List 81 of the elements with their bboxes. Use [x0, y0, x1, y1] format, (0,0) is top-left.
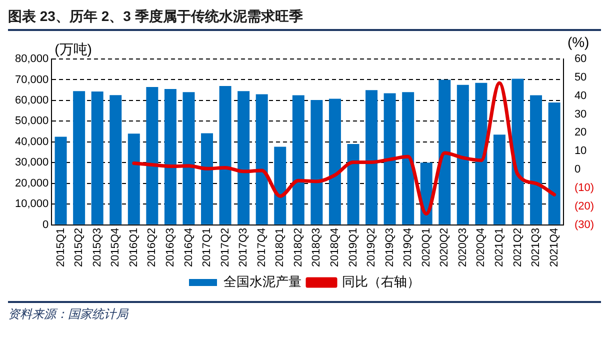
- bar: [110, 95, 122, 224]
- bar: [530, 95, 542, 224]
- bar: [182, 92, 195, 224]
- x-tick-label: 2020Q3: [456, 228, 469, 268]
- x-tick-label: 2015Q4: [110, 228, 122, 268]
- y2-tick-label: 0: [574, 164, 581, 176]
- bar: [402, 92, 414, 224]
- bar: [128, 134, 140, 224]
- bar: [91, 92, 104, 224]
- x-tick-label: 2019Q3: [384, 228, 396, 268]
- bar: [219, 86, 232, 224]
- y2-tick-label: 50: [574, 71, 587, 84]
- x-tick-label: 2018Q1: [274, 228, 286, 268]
- bar: [310, 100, 323, 224]
- bar: [512, 78, 524, 224]
- bar: [384, 93, 396, 224]
- x-tick-label: 2016Q4: [182, 228, 195, 268]
- x-tick-label: 2021Q4: [548, 228, 560, 268]
- y-tick-label: 70,000: [14, 74, 49, 86]
- x-tick-label: 2015Q2: [73, 228, 86, 268]
- y-tick-label: 30,000: [14, 156, 49, 169]
- x-tick-label: 2019Q2: [366, 228, 378, 268]
- x-tick-label: 2017Q2: [219, 228, 232, 268]
- bar: [54, 136, 67, 224]
- y2-tick-label: (10): [574, 182, 594, 194]
- y-axis-title: (万吨): [54, 40, 92, 57]
- y2-tick-label: 30: [574, 108, 587, 120]
- y2-tick-label: 20: [574, 126, 587, 139]
- x-tick-label: 2016Q3: [164, 228, 176, 268]
- x-tick-label: 2018Q2: [292, 228, 304, 268]
- y-tick-label: 0: [42, 218, 49, 231]
- y2-tick-label: (20): [574, 200, 594, 212]
- bar: [274, 146, 286, 224]
- y-tick-label: 80,000: [14, 53, 49, 66]
- x-tick-label: 2021Q3: [530, 228, 542, 268]
- x-tick-label: 2020Q4: [475, 228, 488, 268]
- x-tick-label: 2016Q2: [146, 228, 158, 268]
- x-tick-label: 2016Q1: [128, 228, 140, 268]
- bar: [493, 134, 506, 224]
- x-tick-label: 2017Q4: [256, 228, 268, 268]
- x-tick-label: 2019Q1: [347, 228, 360, 268]
- x-tick-label: 2015Q1: [54, 228, 67, 268]
- y2-tick-label: 60: [574, 53, 587, 66]
- x-tick-label: 2018Q4: [328, 228, 341, 268]
- x-tick-label: 2019Q4: [402, 228, 414, 268]
- bar: [201, 133, 214, 224]
- x-tick-label: 2020Q1: [420, 228, 432, 268]
- bar: [475, 82, 488, 224]
- bar: [146, 86, 158, 224]
- y2-axis-title: (%): [567, 34, 590, 50]
- y-tick-label: 40,000: [14, 136, 49, 148]
- y-tick-label: 10,000: [14, 198, 49, 210]
- y2-tick-label: 40: [574, 90, 587, 102]
- y-tick-label: 60,000: [14, 94, 49, 106]
- y2-tick-label: 10: [574, 145, 587, 158]
- x-tick-label: 2017Q3: [238, 228, 250, 268]
- bar: [438, 80, 451, 224]
- legend-label: 全国水泥产量: [224, 274, 302, 290]
- chart-title: 图表 23、历年 2、3 季度属于传统水泥需求旺季: [8, 8, 601, 31]
- x-tick-label: 2015Q3: [91, 228, 104, 268]
- x-tick-label: 2020Q2: [438, 228, 451, 268]
- x-tick-label: 2017Q1: [201, 228, 214, 268]
- legend-label: 同比（右轴）: [342, 274, 420, 290]
- bar: [328, 98, 341, 224]
- bar: [256, 94, 268, 224]
- y2-tick-label: (30): [574, 218, 594, 231]
- y-tick-label: 50,000: [14, 115, 49, 128]
- bar: [456, 84, 469, 224]
- x-tick-label: 2018Q3: [310, 228, 323, 268]
- bar: [366, 90, 378, 224]
- bar: [548, 102, 560, 224]
- x-tick-label: 2021Q2: [512, 228, 524, 268]
- x-tick-label: 2021Q1: [493, 228, 506, 268]
- bar: [73, 91, 86, 224]
- text: 资料来源：国家统计局: [8, 303, 601, 323]
- bar: [238, 91, 250, 224]
- line-series: [132, 81, 556, 216]
- bar: [164, 89, 176, 224]
- bar: [292, 95, 304, 224]
- bar: [347, 144, 360, 224]
- y-tick-label: 20,000: [14, 177, 49, 190]
